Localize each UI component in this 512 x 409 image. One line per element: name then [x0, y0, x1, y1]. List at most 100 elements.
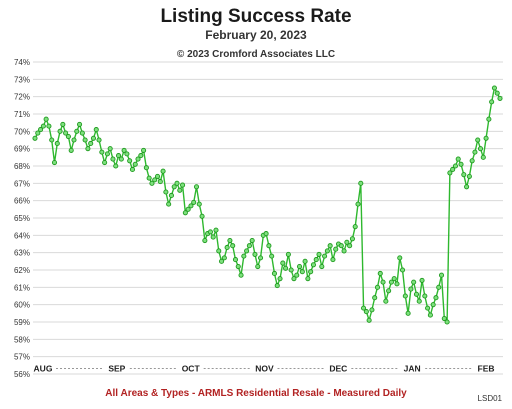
data-point	[416, 298, 422, 304]
data-point	[49, 137, 55, 143]
data-point	[82, 137, 88, 143]
data-point	[171, 184, 177, 190]
data-point	[413, 291, 420, 297]
data-point	[199, 213, 205, 219]
data-point	[102, 159, 108, 166]
data-point	[160, 168, 166, 174]
data-point	[246, 243, 252, 249]
data-point	[319, 263, 325, 270]
y-tick-label: 69%	[14, 145, 30, 154]
data-point	[118, 156, 124, 162]
chart-code: LSD01	[477, 394, 502, 403]
title-block: Listing Success Rate February 20, 2023 ©…	[0, 6, 512, 60]
data-point	[63, 130, 69, 136]
data-point	[110, 156, 116, 162]
y-tick-label: 64%	[14, 231, 30, 240]
data-point	[113, 163, 119, 169]
data-point	[135, 156, 141, 162]
data-point	[180, 182, 186, 188]
y-tick-label: 65%	[14, 214, 30, 223]
data-point	[71, 137, 77, 143]
data-point	[330, 257, 336, 263]
y-tick-label: 66%	[14, 197, 30, 206]
data-point	[269, 253, 275, 259]
data-point	[475, 137, 481, 143]
data-point	[107, 146, 113, 152]
x-month-label: JAN	[404, 364, 421, 374]
data-point	[99, 149, 105, 155]
data-point	[491, 85, 497, 91]
marker-layer	[32, 85, 503, 325]
y-tick-label: 59%	[14, 318, 30, 327]
data-point	[241, 253, 247, 259]
data-point	[210, 234, 216, 240]
y-tick-label: 72%	[14, 93, 30, 102]
data-point	[361, 305, 367, 311]
data-point	[333, 246, 339, 252]
y-tick-label: 63%	[14, 249, 30, 258]
data-point	[129, 166, 136, 173]
copyright-notice: © 2023 Cromford Associates LLC	[176, 49, 336, 60]
data-point	[230, 243, 236, 249]
data-point	[497, 95, 503, 101]
data-point	[213, 227, 219, 233]
data-point	[349, 236, 355, 242]
data-point	[124, 151, 130, 157]
data-point	[427, 312, 433, 318]
data-point	[494, 90, 500, 96]
data-point	[60, 121, 66, 127]
data-point	[377, 270, 383, 277]
data-point	[115, 153, 122, 159]
axis-layer: 56% 57% 58% 59% 60% 61% 62% 63% 64% 65% 66% 67% 68% 6…	[14, 58, 495, 379]
data-point	[452, 163, 459, 169]
y-tick-label: 71%	[14, 110, 30, 119]
data-point	[149, 180, 155, 186]
data-point	[38, 127, 44, 133]
data-point	[341, 248, 347, 254]
data-point	[372, 295, 378, 301]
data-point	[132, 161, 138, 167]
data-point	[193, 184, 200, 190]
data-point	[57, 128, 63, 134]
data-point	[185, 206, 191, 212]
data-point	[422, 293, 428, 299]
data-point	[466, 173, 472, 179]
data-point	[191, 199, 197, 205]
data-point	[143, 165, 149, 171]
data-point	[411, 279, 417, 285]
data-point	[177, 187, 183, 193]
data-point	[408, 286, 414, 292]
data-point	[310, 262, 316, 268]
grid-layer	[33, 61, 503, 375]
data-point	[283, 265, 289, 271]
data-point	[188, 203, 194, 209]
data-point	[219, 258, 225, 264]
data-point	[327, 243, 333, 249]
data-point	[277, 276, 283, 282]
data-point	[489, 99, 495, 105]
data-point	[358, 180, 364, 186]
x-month-label: DEC	[329, 364, 347, 374]
y-tick-label: 73%	[14, 75, 30, 84]
data-point	[308, 269, 314, 275]
chart-date: February 20, 2023	[205, 28, 307, 42]
data-point	[85, 146, 91, 152]
data-point	[32, 135, 38, 141]
data-point	[397, 255, 403, 261]
data-point	[322, 253, 328, 259]
data-point	[154, 173, 161, 179]
data-point	[433, 295, 439, 301]
y-tick-label: 68%	[14, 162, 30, 171]
data-point	[436, 284, 442, 290]
data-point	[68, 147, 74, 153]
data-point	[232, 257, 239, 263]
data-point	[419, 277, 425, 283]
data-point	[166, 201, 172, 207]
data-point	[138, 153, 144, 159]
data-point	[391, 276, 397, 282]
data-point	[46, 123, 52, 129]
data-point	[338, 243, 344, 249]
data-point	[347, 243, 353, 249]
chart-title: Listing Success Rate	[160, 6, 352, 27]
